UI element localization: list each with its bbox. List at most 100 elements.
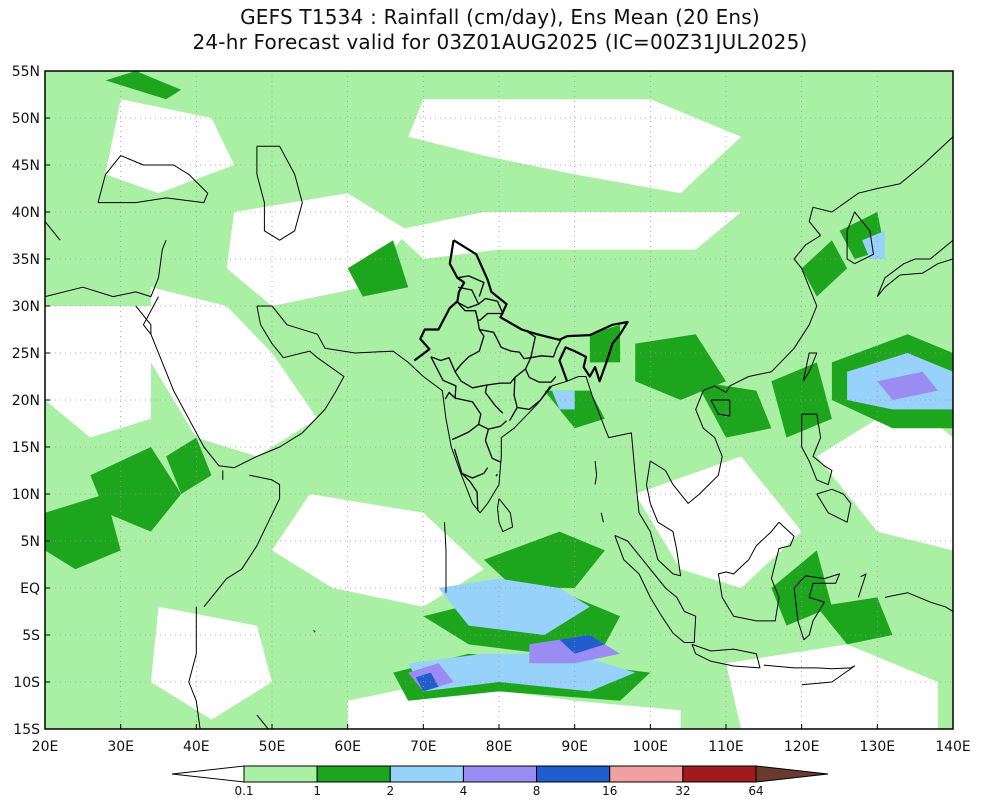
- coastline: [256, 714, 272, 729]
- lat-tick-label: 50N: [12, 111, 40, 127]
- rain-region-level-2: [695, 381, 772, 438]
- rain-region-level-2: [45, 494, 121, 570]
- coastline: [846, 211, 874, 265]
- india-border: [413, 240, 466, 362]
- coastline: [717, 521, 795, 622]
- lon-tick-label: 20E: [32, 739, 59, 755]
- coastline: [594, 461, 598, 485]
- coastline: [614, 534, 697, 643]
- lat-tick-label: 15N: [12, 440, 40, 456]
- coastline: [97, 155, 209, 204]
- state-boundary: [461, 472, 479, 511]
- colorbar-label: 16: [602, 784, 617, 798]
- rain-region-level-5: [559, 635, 605, 654]
- india-state-boundaries: [413, 239, 629, 511]
- lon-tick-label: 120E: [784, 739, 820, 755]
- colorbar-label: 1: [313, 784, 321, 798]
- rain-region-level-2: [771, 362, 832, 438]
- state-boundary: [484, 428, 501, 463]
- colorbar-box: [609, 765, 684, 783]
- lat-tick-label: EQ: [20, 581, 40, 597]
- lon-tick-label: 70E: [410, 739, 437, 755]
- state-boundary: [430, 356, 457, 400]
- coastlines: [45, 136, 953, 729]
- coastline: [497, 498, 514, 533]
- coastline: [444, 522, 447, 593]
- lat-tick-label: 10N: [12, 487, 40, 503]
- coastline: [831, 136, 953, 213]
- coastline: [884, 592, 953, 612]
- colorbar-low-arrow: [171, 765, 245, 783]
- rain-region-level-3: [862, 230, 885, 259]
- colorbar-box: [462, 765, 538, 783]
- rain-region-level-3: [552, 390, 575, 410]
- lon-tick-label: 90E: [561, 739, 588, 755]
- coastline: [710, 399, 731, 417]
- state-boundary: [530, 339, 562, 359]
- rain-region-level-2: [816, 597, 893, 645]
- colorbar-high-arrow: [755, 765, 829, 783]
- lat-tick-label: 5S: [22, 628, 40, 644]
- colorbar-box: [536, 765, 611, 783]
- rain-region-level-2: [90, 447, 182, 532]
- coastline: [45, 240, 167, 298]
- lon-tick-label: 140E: [935, 739, 971, 755]
- colorbar-label: 4: [460, 784, 468, 798]
- state-boundary: [525, 329, 536, 358]
- coastline: [793, 573, 840, 641]
- lon-tick-label: 50E: [259, 739, 286, 755]
- state-boundary: [509, 368, 526, 422]
- state-boundary: [430, 301, 485, 373]
- lat-tick-label: 45N: [12, 158, 40, 174]
- state-boundary: [524, 357, 557, 383]
- lat-tick-label: 40N: [12, 205, 40, 221]
- colorbar-label: 8: [533, 784, 541, 798]
- coastline: [313, 629, 316, 633]
- state-boundary: [517, 385, 552, 411]
- lon-tick-label: 60E: [334, 739, 361, 755]
- rain-region-level-2: [771, 550, 832, 626]
- state-boundary: [495, 473, 498, 477]
- colorbar: 0.1 1 2 4 8 16 32 64: [171, 765, 829, 798]
- coastline: [763, 664, 856, 686]
- rain-region-level-4: [877, 371, 938, 400]
- colorbar-label: 0.1: [234, 784, 253, 798]
- colorbar-label: 64: [748, 784, 763, 798]
- lat-tick-label: 15S: [13, 722, 40, 738]
- lon-tick-label: 30E: [107, 739, 134, 755]
- state-boundary: [484, 384, 504, 414]
- rain-region-level-2: [105, 71, 182, 100]
- map-title-line1: GEFS T1534 : Rainfall (cm/day), Ens Mean…: [240, 5, 760, 29]
- colorbar-box: [389, 765, 464, 783]
- rain-region-level-0: [816, 400, 953, 551]
- lat-tick-label: 55N: [12, 64, 40, 80]
- state-boundary: [453, 448, 489, 479]
- rain-region-level-3: [408, 653, 636, 692]
- coastline: [45, 220, 61, 241]
- lat-tick-label: 30N: [12, 299, 40, 315]
- rain-region-level-0: [150, 287, 318, 457]
- rain-region-level-5: [415, 672, 439, 692]
- lat-tick-label: 5N: [21, 534, 40, 550]
- lat-tick-label: 25N: [12, 346, 40, 362]
- coastline: [857, 573, 867, 598]
- india-border: [453, 239, 629, 383]
- rain-region-level-0: [726, 644, 938, 729]
- colorbar-box: [682, 765, 757, 783]
- lon-tick-label: 130E: [860, 739, 896, 755]
- latitude-labels: 55N 50N 45N 40N 35N 30N 25N 20N 15N 10N 5N EQ 5S 10S 1…: [12, 64, 50, 738]
- coastline: [256, 145, 303, 241]
- coastline: [802, 352, 818, 382]
- lon-tick-label: 100E: [633, 739, 669, 755]
- coastline: [691, 643, 761, 669]
- state-boundary: [479, 328, 531, 360]
- coastline: [188, 606, 201, 729]
- colorbar-box: [243, 765, 318, 783]
- lat-tick-label: 35N: [12, 252, 40, 268]
- coastline: [801, 413, 833, 486]
- colorbar-box: [316, 765, 391, 783]
- state-boundary: [478, 420, 508, 430]
- longitude-labels: 20E 30E 40E 50E 60E 70E 80E 90E 100E 110E 120E 130E…: [32, 724, 971, 755]
- coastline: [600, 512, 604, 523]
